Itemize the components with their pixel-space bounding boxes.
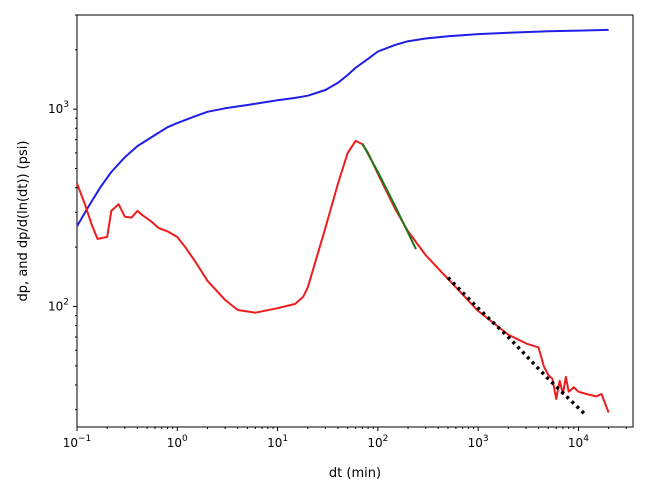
y-axis-ticks: 102 103	[48, 14, 77, 411]
y-tick-label: 103	[48, 100, 69, 116]
series-line-3	[361, 143, 417, 250]
x-tick-label: 102	[367, 434, 388, 450]
y-tick-label: 102	[48, 297, 69, 313]
plot-area	[76, 14, 634, 428]
x-axis-title: dt (min)	[329, 466, 381, 481]
x-tick-label: 10−1	[63, 434, 92, 450]
x-axis-ticks: 10−1 100 101 102 103 104	[63, 427, 627, 450]
x-tick-label: 101	[267, 434, 288, 450]
series-group	[76, 28, 610, 417]
series-line-1	[76, 28, 609, 227]
series-line-4	[446, 276, 588, 417]
x-tick-label: 100	[167, 434, 188, 450]
x-tick-label: 104	[568, 434, 589, 450]
y-axis-title: dp, and dp/d(ln(dt)) (psi)	[16, 141, 31, 302]
x-tick-label: 103	[468, 434, 489, 450]
series-line-2	[76, 139, 610, 413]
